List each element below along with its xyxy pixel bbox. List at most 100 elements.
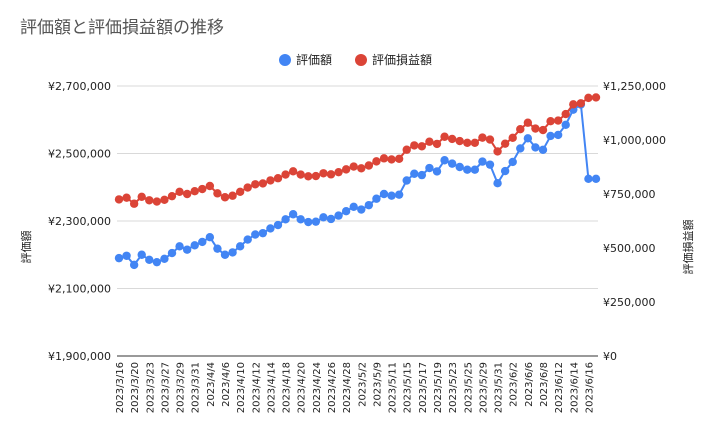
data-point-valuation (205, 233, 215, 242)
x-tick-label: 2023/5/2 (357, 362, 368, 407)
data-point-gain (379, 154, 389, 163)
right-axis: ¥0 ¥250,000 ¥500,000 ¥750,000 ¥1,000,000 ¥1,2… (603, 80, 666, 363)
x-tick-label: 2023/3/20 (130, 362, 141, 413)
x-tick-label: 2023/3/27 (160, 362, 171, 413)
data-point-gain (516, 125, 525, 134)
x-tick-label: 2023/4/14 (266, 362, 277, 413)
data-point-gain (538, 125, 548, 135)
data-point-valuation (319, 213, 328, 222)
right-tick-label: ¥500,000 (603, 242, 656, 255)
data-point-gain (273, 174, 283, 183)
data-point-valuation (508, 157, 517, 167)
data-point-gain (288, 167, 298, 176)
data-point-gain (561, 109, 570, 119)
x-tick-label: 2023/4/6 (221, 362, 232, 407)
data-point-valuation (341, 207, 351, 216)
x-tick-label: 2023/5/25 (463, 362, 474, 413)
data-point-gain (387, 155, 396, 164)
data-point-valuation (440, 156, 449, 165)
data-point-valuation (463, 165, 472, 174)
x-tick-label: 2023/6/2 (509, 362, 520, 407)
data-point-gain (455, 136, 464, 146)
data-point-gain (341, 165, 351, 174)
data-point-valuation (273, 220, 283, 230)
right-axis-title: 評価損益額 (681, 220, 695, 275)
data-point-valuation (500, 166, 510, 176)
data-point-gain (243, 183, 252, 192)
data-point-gain (160, 195, 169, 205)
x-tick-label: 2023/6/16 (584, 362, 595, 413)
data-point-valuation (470, 165, 480, 174)
x-tick-label: 2023/4/18 (282, 362, 293, 413)
x-tick-label: 2023/5/29 (478, 362, 489, 413)
x-tick-label: 2023/4/4 (206, 362, 217, 407)
data-point-gain (410, 141, 419, 150)
series-line-valuation (118, 103, 596, 266)
data-point-gain (251, 180, 260, 189)
data-point-gain (296, 170, 305, 179)
data-point-gain (357, 164, 366, 173)
data-point-valuation (114, 253, 124, 263)
x-tick-label: 2023/3/29 (176, 362, 187, 413)
data-point-valuation (402, 176, 411, 185)
data-point-valuation (281, 215, 290, 224)
data-point-valuation (584, 174, 593, 184)
data-point-valuation (137, 250, 146, 259)
series-layer (114, 93, 601, 270)
data-point-gain (425, 137, 434, 146)
data-point-gain (485, 135, 495, 144)
x-tick-label: 2023/4/26 (327, 362, 338, 413)
data-point-gain (463, 138, 472, 148)
data-point-gain (175, 187, 184, 197)
data-point-gain (198, 184, 207, 194)
x-tick-label: 2023/5/19 (433, 362, 444, 413)
data-point-gain (478, 133, 487, 142)
data-point-valuation (417, 170, 427, 180)
data-point-valuation (258, 228, 268, 238)
x-tick-label: 2023/4/12 (251, 362, 262, 413)
data-point-valuation (485, 160, 495, 169)
data-point-gain (531, 124, 540, 133)
data-point-gain (591, 93, 601, 102)
x-tick-label: 2023/4/28 (342, 362, 353, 413)
data-point-gain (228, 191, 237, 200)
legend-marker-gain (355, 54, 367, 66)
left-tick-label: ¥1,900,000 (48, 350, 111, 363)
legend-label-valuation: 評価額 (296, 52, 332, 67)
x-tick-label: 2023/6/8 (539, 362, 550, 407)
data-point-valuation (447, 159, 457, 168)
data-point-gain (114, 195, 124, 204)
data-point-valuation (546, 131, 555, 141)
left-axis: ¥1,900,000 ¥2,100,000 ¥2,300,000 ¥2,500,000… (48, 80, 111, 363)
data-point-gain (182, 189, 192, 199)
data-point-gain (553, 116, 563, 125)
data-point-valuation (455, 162, 464, 172)
data-point-valuation (266, 224, 275, 233)
data-point-valuation (129, 260, 139, 270)
data-point-valuation (516, 144, 525, 153)
x-tick-label: 2023/3/23 (145, 362, 156, 413)
data-point-gain (493, 147, 502, 156)
x-tick-label: 2023/4/10 (236, 362, 247, 413)
data-point-valuation (251, 230, 260, 239)
data-point-gain (417, 142, 427, 151)
x-tick-label: 2023/5/17 (418, 362, 429, 413)
data-point-valuation (478, 157, 487, 166)
data-point-valuation (152, 257, 162, 267)
left-tick-label: ¥2,100,000 (48, 283, 111, 296)
data-point-gain (129, 199, 139, 208)
legend: 評価額 評価損益額 (279, 52, 432, 67)
data-point-gain (326, 170, 336, 179)
x-tick-label: 2023/4/20 (297, 362, 308, 413)
x-tick-label: 2023/6/12 (554, 362, 565, 413)
data-point-valuation (220, 250, 230, 259)
data-point-valuation (372, 194, 381, 203)
data-point-gain (447, 134, 457, 144)
left-tick-label: ¥2,700,000 (48, 80, 111, 93)
series-line-gain (118, 96, 597, 205)
data-point-gain (319, 169, 328, 178)
right-tick-label: ¥0 (603, 350, 617, 363)
data-point-gain (508, 133, 517, 143)
left-axis-title: 評価額 (19, 231, 33, 264)
